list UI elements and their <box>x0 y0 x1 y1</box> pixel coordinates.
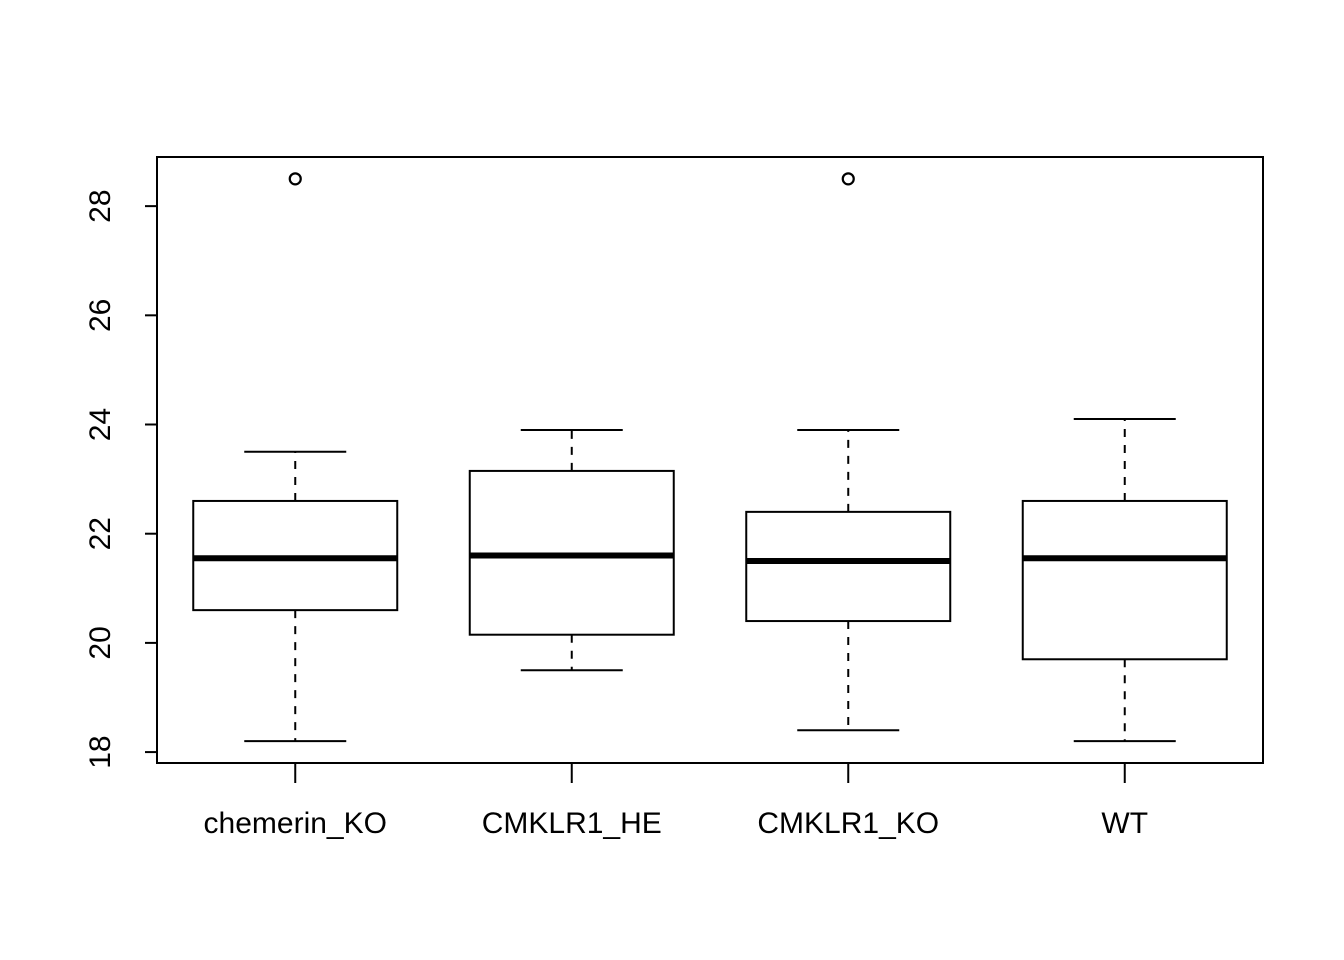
box <box>1021 499 1228 661</box>
x-tick-label: CMKLR1_HE <box>482 807 662 840</box>
y-tick-label: 18 <box>84 735 117 768</box>
plot-frame <box>156 156 1264 764</box>
box <box>745 510 952 623</box>
boxes-layer <box>192 172 1228 743</box>
outlier-point <box>841 172 855 186</box>
y-tick-label: 24 <box>84 408 117 441</box>
x-tick-label: chemerin_KO <box>204 807 387 840</box>
y-axis: 18 20 22 24 26 28 <box>84 189 158 769</box>
x-axis: chemerin_KO CMKLR1_HE CMKLR1_KO WT <box>204 762 1148 840</box>
box-group <box>1021 418 1228 743</box>
box-group <box>192 172 399 743</box>
y-tick-label: 26 <box>84 299 117 332</box>
y-tick-label: 20 <box>84 626 117 659</box>
outlier-point <box>288 172 302 186</box>
box-group <box>745 172 952 732</box>
y-tick-label: 22 <box>84 517 117 550</box>
x-tick-label: WT <box>1101 807 1148 840</box>
x-tick-label: CMKLR1_KO <box>757 807 939 840</box>
box-group <box>468 428 675 672</box>
y-tick-label: 28 <box>84 189 117 222</box>
